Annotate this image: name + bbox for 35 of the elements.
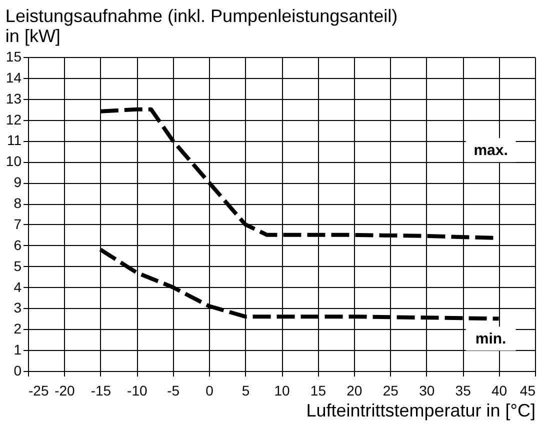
x-tick-label: 5 xyxy=(242,382,250,398)
y-tick-label: 0 xyxy=(14,362,22,378)
chart-title: Leistungsaufnahme (inkl. Pumpenleistungsanteil) in [kW] xyxy=(5,6,398,46)
x-tick-label: -10 xyxy=(127,382,148,398)
x-tick-label: 40 xyxy=(491,382,508,398)
y-tick-label: 13 xyxy=(6,90,22,106)
y-tick-label: 9 xyxy=(14,174,22,190)
x-tick-label: 20 xyxy=(346,382,362,398)
y-tick-label: 1 xyxy=(14,342,22,358)
y-tick-label: 5 xyxy=(14,258,22,274)
x-tick-label: 25 xyxy=(382,382,399,398)
y-tick-label: 14 xyxy=(6,69,22,86)
x-axis-title: Lufteintrittstemperatur in [°C] xyxy=(306,400,536,420)
x-tick-label: -15 xyxy=(90,382,112,398)
y-tick-label: 3 xyxy=(14,300,22,316)
y-tick-label: 6 xyxy=(14,236,22,253)
x-tick-label: -25 xyxy=(28,382,49,398)
x-tick-label: 35 xyxy=(455,382,472,398)
y-tick-label: 7 xyxy=(14,216,22,232)
x-tick-label: 10 xyxy=(274,382,290,398)
x-tick-label: 30 xyxy=(419,382,435,398)
y-tick-label: 12 xyxy=(6,111,22,128)
x-tick-label: 0 xyxy=(206,382,214,398)
y-tick-label: 11 xyxy=(6,132,22,148)
y-tick-label: 2 xyxy=(14,320,22,337)
x-tick-label: 45 xyxy=(520,382,536,398)
annotation: max. xyxy=(474,142,508,160)
y-tick-label: 8 xyxy=(14,195,22,212)
y-tick-label: 15 xyxy=(6,48,22,64)
x-tick-label: 15 xyxy=(310,382,326,398)
x-tick-label: -20 xyxy=(54,382,76,398)
y-tick-label: 10 xyxy=(6,153,22,170)
annotation: min. xyxy=(475,330,506,348)
x-tick-label: -5 xyxy=(167,382,180,398)
y-tick-label: 4 xyxy=(14,278,22,295)
